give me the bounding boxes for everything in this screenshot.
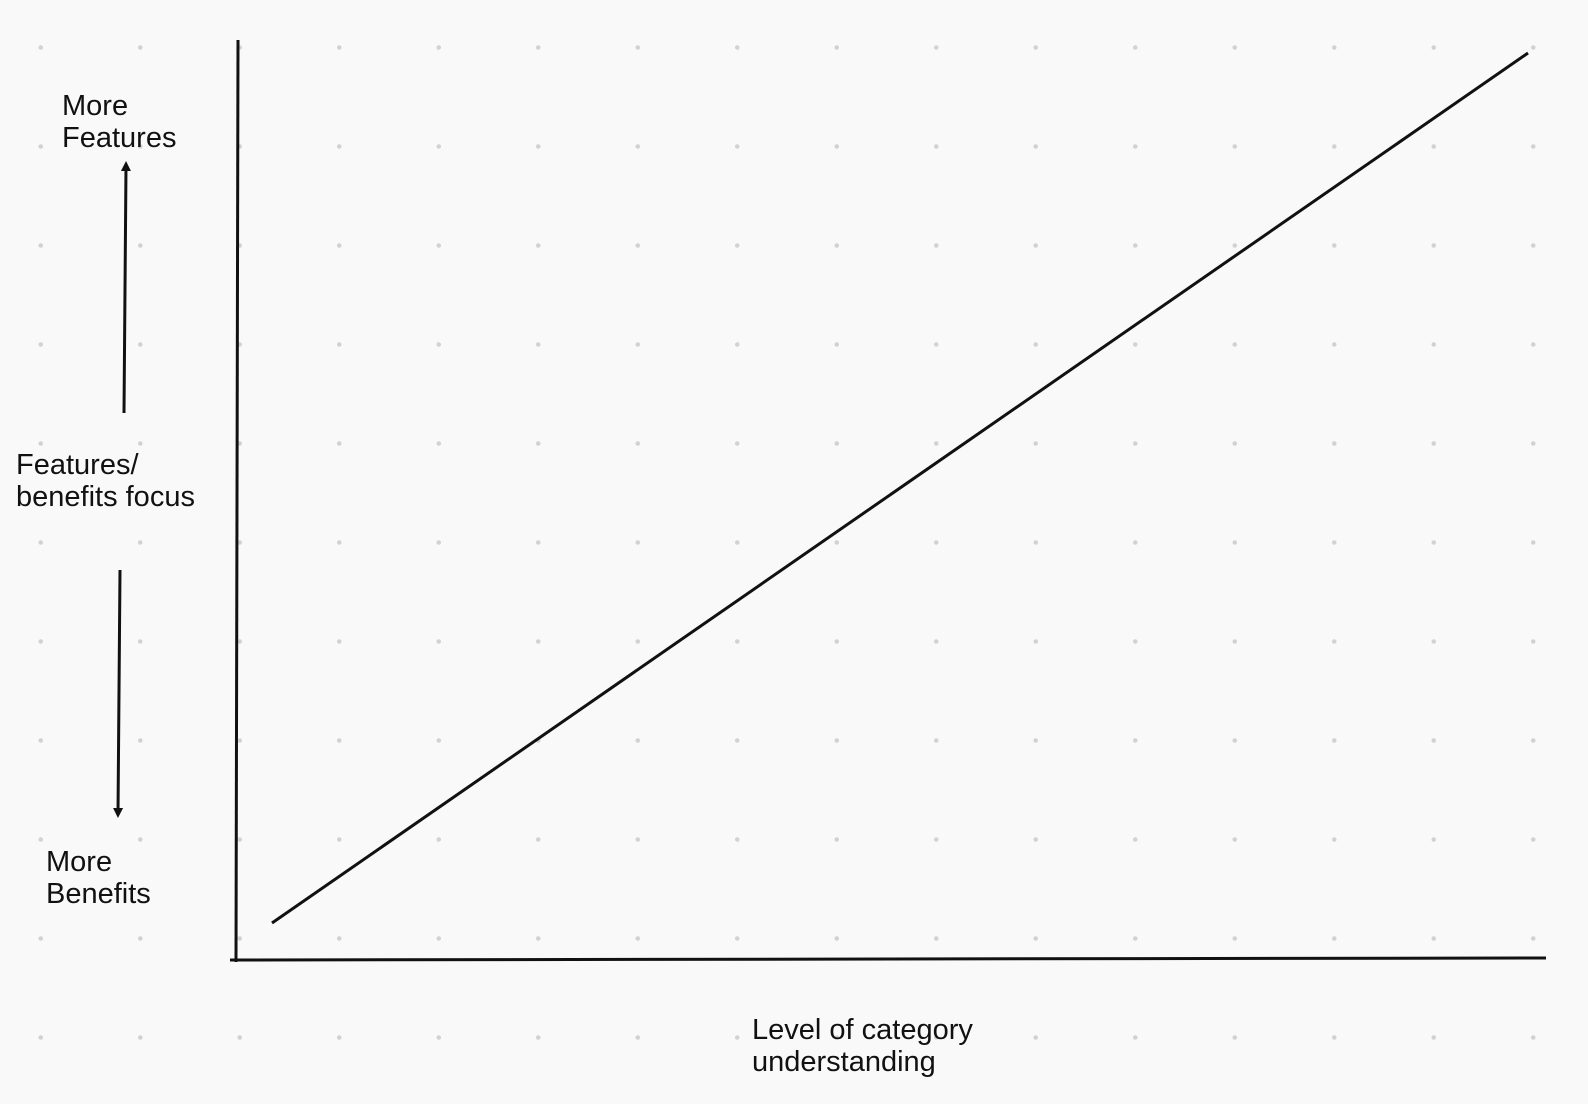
more-benefits-line1: More	[46, 846, 113, 878]
y-axis-line	[234, 39, 240, 963]
more-benefits-label: More Benefits	[46, 846, 151, 910]
arrow-up-more-features	[120, 161, 131, 414]
x-axis-line	[229, 956, 1547, 962]
x-axis-title: Level of category understanding	[752, 1014, 973, 1078]
y-axis-title-line2: benefits focus	[16, 481, 195, 513]
more-features-line2: Features	[62, 122, 177, 154]
x-axis-title-line2: understanding	[752, 1046, 936, 1078]
x-axis-title-line1: Level of category	[752, 1014, 973, 1046]
more-features-label: More Features	[62, 90, 176, 154]
arrow-down-more-benefits	[113, 569, 124, 818]
more-benefits-line2: Benefits	[46, 878, 151, 910]
y-axis-title-line1: Features/	[16, 449, 139, 481]
trend-line	[271, 51, 1529, 925]
more-features-line1: More	[62, 90, 129, 122]
y-axis-title: Features/ benefits focus	[16, 449, 195, 513]
